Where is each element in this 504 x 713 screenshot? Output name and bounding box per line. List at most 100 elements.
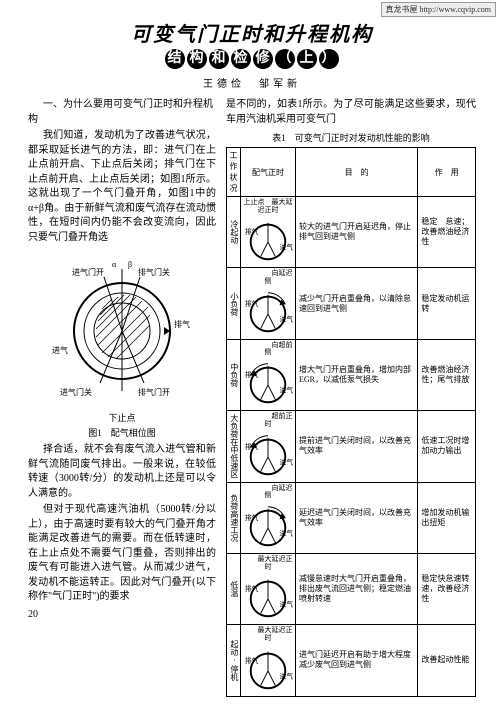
row-label: 冷起动 (227, 197, 241, 268)
svg-text:排气: 排气 (245, 513, 259, 522)
label-intake: 进气 (52, 345, 68, 355)
svg-text:进气: 进气 (280, 314, 293, 323)
svg-text:α: α (112, 260, 117, 269)
effect-cell: 改善燃油经济性；尾气排放 (418, 339, 476, 410)
table-header-row: 工作状况 配气正时 目 的 作 用 (227, 148, 476, 197)
svg-text:β: β (128, 260, 132, 269)
title-main: 可变气门正时和升程机构 (28, 18, 476, 47)
svg-text:进气: 进气 (280, 600, 293, 609)
authors: 王德俭 邹军新 (28, 75, 476, 90)
two-column-layout: 一、为什么要用可变气门正时和升程机构 我们知道，发动机为了改善进气状况，都采取延… (28, 98, 476, 697)
page-number: 20 (28, 609, 216, 620)
label-exhaust-open: 排气门开 (138, 387, 170, 397)
purpose-cell: 较大的进气门开启延迟角，停止排气回到进气侧 (296, 197, 418, 268)
timing-top-label: 向超前侧 (243, 342, 293, 357)
table-row: 起动·停机 最大延迟正时 排气 进气 进气门延迟开启有助于增大程度减少废气回到进… (227, 625, 476, 696)
body-paragraph: 但对于现代高速汽油机（5000转/分以上），由于高速时要有较大的气门叠开角才能满… (28, 503, 216, 605)
right-column: 是不同的，如表1所示。为了尽可能满足这些要求，现代车用汽油机采用可变气门 表1 … (226, 98, 476, 697)
purpose-cell: 延迟进气门关闭时间，以改善充气效率 (296, 482, 418, 553)
th-purpose: 目 的 (296, 148, 418, 197)
timing-circle-icon: 排气 进气 (243, 501, 293, 551)
timing-circle-icon: 排气 进气 (243, 430, 293, 480)
timing-diagram-cell: 最大延迟正时 排气 进气 (241, 553, 296, 624)
timing-diagram-cell: 最大延迟正时 排气 进气 (241, 625, 296, 696)
timing-diagram-cell: 向延迟侧 排气 进气 (241, 482, 296, 553)
subtitle-char: 检 (231, 49, 251, 69)
row-label: 中负荷 (227, 339, 241, 410)
timing-circle-icon: 排气 进气 (243, 215, 293, 265)
timing-top-label: 向延迟侧 (243, 270, 293, 285)
table-row: 中负荷 向超前侧 排气 进气 增大气门开启重叠角，增加内部EGR，以减低泵气损失… (227, 339, 476, 410)
label-exhaust-close: 排气门关 (138, 267, 170, 277)
subtitle-char: （ (275, 49, 295, 69)
subtitle-char: ） (319, 49, 339, 69)
purpose-cell: 减少气门开启重叠角，以清除怠速回到进气侧 (296, 268, 418, 339)
purpose-cell: 提前进气门关闭时间，以改善充气效率 (296, 411, 418, 482)
section-heading: 一、为什么要用可变气门正时和升程机构 (28, 98, 216, 127)
figure-1: 进气门开 排气门关 α β 排气 进气 排气门开 进气门关 下止点 图1 配气相… (28, 249, 216, 439)
row-label: 低温 (227, 553, 241, 624)
subtitle-char: 和 (209, 49, 229, 69)
svg-text:排气: 排气 (245, 584, 259, 593)
table-row: 大负荷在中低速区 超前正时 排气 进气 提前进气门关闭时间，以改善充气效率低速工… (227, 411, 476, 482)
row-label: 负荷高速工况 (227, 482, 241, 553)
effect-cell: 稳定发动机运转 (418, 268, 476, 339)
svg-text:进气: 进气 (280, 243, 293, 252)
timing-diagram-cell: 向超前侧 排气 进气 (241, 339, 296, 410)
table-row: 负荷高速工况 向延迟侧 排气 进气 延迟进气门关闭时间，以改善充气效率增加发动机… (227, 482, 476, 553)
svg-text:进气: 进气 (280, 457, 293, 466)
row-label: 起动·停机 (227, 625, 241, 696)
effect-cell: 改善起动性能 (418, 625, 476, 696)
effect-cell: 稳定 怠速；改善燃油经济性 (418, 197, 476, 268)
row-label: 大负荷在中低速区 (227, 411, 241, 482)
th-timing: 配气正时 (241, 148, 296, 197)
table-row: 冷起动上止点 最大延迟正时 排气 进气 较大的进气门开启延迟角，停止排气回到进气… (227, 197, 476, 268)
body-paragraph: 我们知道，发动机为了改善进气状况，都采取延长进气的方法，即：进气门在上止点前开启… (28, 129, 216, 245)
timing-top-label: 上止点 最大延迟正时 (243, 199, 293, 214)
label-intake-open: 进气门开 (72, 267, 104, 277)
th-effect: 作 用 (418, 148, 476, 197)
effect-cell: 稳定快怠速转速，改善经济性 (418, 553, 476, 624)
timing-circle-icon: 排气 进气 (243, 287, 293, 337)
timing-circle-icon: 排气 进气 (243, 644, 293, 694)
valve-phase-diagram-icon: 进气门开 排气门关 α β 排气 进气 排气门开 进气门关 (42, 249, 202, 409)
effect-cell: 低速工况时增加动力输出 (418, 411, 476, 482)
subtitle-char: 构 (187, 49, 207, 69)
subtitle-char: 结 (165, 49, 185, 69)
timing-top-label: 超前正时 (243, 413, 293, 428)
effect-cell: 增加发动机输出扭矩 (418, 482, 476, 553)
timing-diagram-cell: 向延迟侧 排气 进气 (241, 268, 296, 339)
purpose-cell: 进气门延迟开启有助于增大程度减少废气回到进气侧 (296, 625, 418, 696)
row-label: 小负荷 (227, 268, 241, 339)
label-intake-close: 进气门关 (60, 387, 92, 397)
timing-diagram-cell: 上止点 最大延迟正时 排气 进气 (241, 197, 296, 268)
timing-top-label: 向延迟侧 (243, 485, 293, 500)
purpose-cell: 减慢怠速时大气门开启重叠角，排出废气流回进气侧；稳定燃油喷射转速 (296, 553, 418, 624)
table-row: 低温 最大延迟正时 排气 进气 减慢怠速时大气门开启重叠角，排出废气流回进气侧；… (227, 553, 476, 624)
purpose-cell: 增大气门开启重叠角，增加内部EGR，以减低泵气损失 (296, 339, 418, 410)
figure-1-caption-bdc: 下止点 (28, 411, 216, 424)
svg-text:进气: 进气 (280, 386, 293, 395)
timing-circle-icon: 排气 进气 (243, 358, 293, 408)
title-sub: 结构和检修（上） (164, 49, 340, 69)
svg-text:排气: 排气 (245, 228, 259, 237)
url-bar: 真龙书屋 http://www.cqvip.com (381, 2, 496, 17)
page-content: 可变气门正时和升程机构 结构和检修（上） 王德俭 邹军新 一、为什么要用可变气门… (0, 0, 504, 709)
bridge-paragraph: 是不同的，如表1所示。为了尽可能满足这些要求，现代车用汽油机采用可变气门 (226, 98, 476, 127)
svg-text:进气: 进气 (280, 671, 293, 680)
timing-diagram-cell: 超前正时 排气 进气 (241, 411, 296, 482)
th-status: 工作状况 (227, 148, 241, 197)
svg-text:排气: 排气 (245, 299, 259, 308)
subtitle-char: 上 (297, 49, 317, 69)
figure-1-caption: 图1 配气相位图 (28, 426, 216, 439)
table-caption: 表1 可变气门正时对发动机性能的影响 (226, 131, 476, 144)
timing-circle-icon: 排气 进气 (243, 572, 293, 622)
timing-top-label: 最大延迟正时 (243, 627, 293, 642)
title-block: 可变气门正时和升程机构 结构和检修（上） (28, 18, 476, 69)
timing-top-label: 最大延迟正时 (243, 556, 293, 571)
table-row: 小负荷 向延迟侧 排气 进气 减少气门开启重叠角，以清除怠速回到进气侧稳定发动机… (227, 268, 476, 339)
subtitle-char: 修 (253, 49, 273, 69)
svg-text:进气: 进气 (280, 528, 293, 537)
body-paragraph: 择合适，就不会有废气流入进气管和新鲜气流随同废气排出。一般来说，在较低转速（30… (28, 443, 216, 501)
svg-text:排气: 排气 (245, 656, 259, 665)
